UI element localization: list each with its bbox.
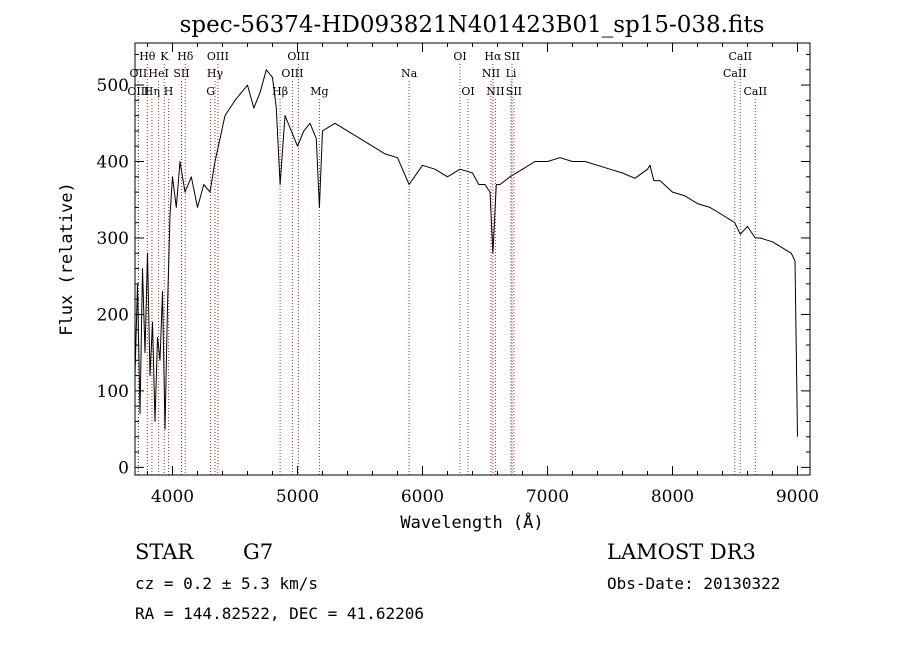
y-tick-label-5: 500: [97, 76, 129, 96]
line-label-21: NII: [486, 85, 504, 98]
line-label-9: OIII: [207, 50, 229, 63]
chart-title: spec-56374-HD093821N401423B01_sp15-038.f…: [180, 12, 765, 38]
line-label-22: SII: [504, 50, 520, 63]
x-axis-label: Wavelength (Å): [400, 511, 543, 533]
line-label-6: Hδ: [177, 50, 194, 63]
line-label-5: Hη: [144, 85, 160, 98]
line-label-15: Mg: [310, 85, 328, 98]
plot-frame: [134, 42, 811, 476]
line-label-3: K: [160, 50, 169, 63]
y-tick-label-2: 200: [97, 305, 129, 325]
y-tick-label-4: 400: [97, 153, 129, 173]
x-tick-label-2: 6000: [401, 487, 444, 507]
y-tick-label-1: 100: [97, 382, 129, 402]
spectrum-line-0: [134, 69, 798, 437]
spectrum-series: [134, 69, 798, 437]
line-label-0: Hθ: [139, 50, 156, 63]
line-label-11: G: [206, 85, 215, 98]
line-label-26: CaII: [723, 67, 747, 80]
line-label-27: CaII: [743, 85, 767, 98]
line-label-25: CaII: [728, 50, 752, 63]
line-label-16: Na: [401, 67, 418, 80]
y-axis-label: Flux (relative): [57, 182, 77, 336]
x-tick-label-4: 8000: [651, 487, 694, 507]
survey-name: LAMOST DR3: [607, 540, 756, 564]
line-label-20: NII: [482, 67, 500, 80]
line-label-10: Hγ: [207, 67, 224, 80]
line-label-19: Hα: [484, 50, 502, 63]
x-tick-label-5: 9000: [776, 487, 819, 507]
line-label-1: OII: [130, 67, 148, 80]
y-tick-label-0: 0: [118, 458, 129, 478]
object-subclass: G7: [243, 540, 274, 564]
coordinates-readout: RA = 144.82522, DEC = 41.62206: [135, 604, 424, 623]
line-label-4: HeI: [148, 67, 168, 80]
spectral-line-markers: [137, 64, 756, 475]
line-label-14: Hβ: [272, 85, 288, 98]
redshift-readout: cz = 0.2 ± 5.3 km/s: [135, 574, 319, 593]
x-tick-label-1: 5000: [276, 487, 319, 507]
line-label-8: H: [164, 85, 174, 98]
y-tick-label-3: 300: [97, 229, 129, 249]
line-label-18: OI: [461, 85, 474, 98]
x-tick-label-3: 7000: [526, 487, 569, 507]
line-label-12: OIII: [287, 50, 309, 63]
line-label-17: OI: [453, 50, 466, 63]
line-label-13: OIII: [281, 67, 303, 80]
spectral-line-labels: Hθ OII OIII K HeI Hη Hδ SII H OIII Hγ G OIII OIII Hβ Mg…: [127, 50, 767, 98]
x-axis-ticks: 4000 5000 6000 7000 8000 9000: [147, 43, 819, 507]
line-label-24: SII: [506, 85, 522, 98]
observation-date: Obs-Date: 20130322: [607, 574, 781, 593]
line-label-2: OIII: [127, 85, 149, 98]
object-class: STAR: [135, 540, 194, 564]
line-label-7: SII: [173, 67, 189, 80]
line-label-23: Li: [506, 67, 517, 80]
y-axis-ticks: 0 100 200 300 400 500: [97, 53, 810, 478]
x-tick-label-0: 4000: [151, 487, 194, 507]
